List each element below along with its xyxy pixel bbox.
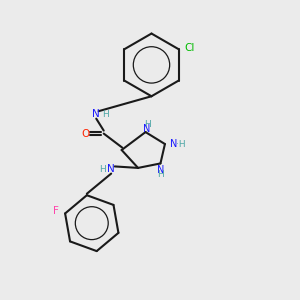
Text: F: F [52, 206, 59, 216]
Text: N: N [92, 109, 100, 119]
Text: N: N [143, 124, 151, 134]
Text: Cl: Cl [185, 43, 195, 53]
Text: N: N [157, 165, 164, 175]
Text: H: H [99, 165, 106, 174]
Text: H: H [102, 110, 109, 119]
Text: N: N [107, 164, 115, 174]
Text: H: H [144, 120, 150, 129]
Text: ·H: ·H [176, 140, 185, 148]
Text: O: O [82, 129, 90, 139]
Text: N: N [169, 139, 177, 149]
Text: H: H [157, 170, 164, 179]
